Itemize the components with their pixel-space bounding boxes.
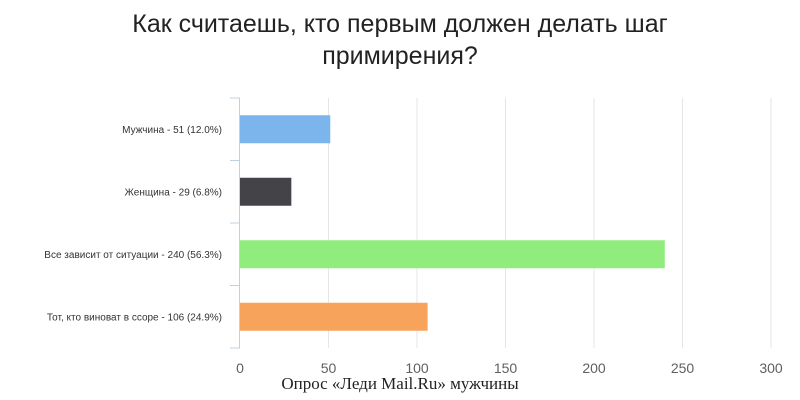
category-label: Мужчина - 51 (12.0%) — [122, 125, 222, 136]
x-tick-label: 100 — [405, 360, 429, 376]
x-tick-label: 200 — [582, 360, 606, 376]
survey-source-note: Опрос «Леди Mail.Ru» мужчины — [281, 374, 519, 393]
bar — [240, 115, 331, 144]
x-tick-label: 150 — [494, 360, 518, 376]
bar — [240, 177, 292, 206]
chart-title-line-2: примирения? — [322, 42, 478, 70]
chart-title-line-1: Как считаешь, кто первым должен делать ш… — [132, 10, 668, 38]
category-label: Женщина - 29 (6.8%) — [125, 187, 222, 198]
x-tick-label: 300 — [759, 360, 783, 376]
x-tick-label: 0 — [236, 360, 244, 376]
category-label: Все зависит от ситуации - 240 (56.3%) — [44, 250, 222, 261]
x-tick-label: 50 — [321, 360, 337, 376]
bar — [240, 240, 665, 269]
chart-title: Как считаешь, кто первым должен делать ш… — [0, 8, 800, 72]
x-tick-label: 250 — [671, 360, 695, 376]
category-label: Тот, кто виноват в ссоре - 106 (24.9%) — [47, 312, 222, 323]
bar — [240, 302, 428, 331]
